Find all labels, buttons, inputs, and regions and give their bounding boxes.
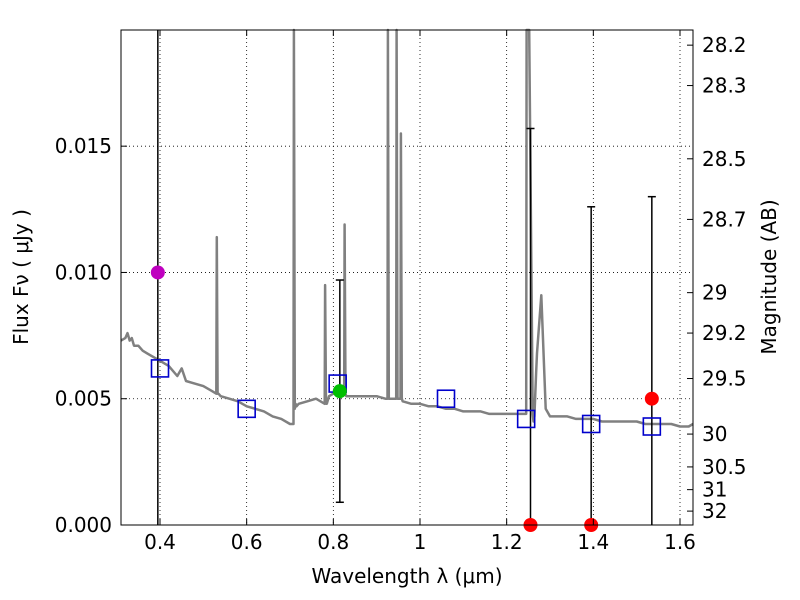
model-photometry-box — [642, 417, 662, 436]
magnitude-tick-label: 30.5 — [702, 455, 747, 479]
magnitude-tick-label: 28.7 — [702, 207, 747, 231]
tick-layer — [121, 30, 693, 526]
observed-flux-point — [644, 391, 659, 406]
magnitude-tick-label: 29.2 — [702, 321, 747, 345]
sed-model-line — [120, 28, 694, 428]
observed-flux-point — [332, 384, 347, 399]
magnitude-tick-label: 29 — [702, 281, 727, 305]
magnitude-tick-label: 28.3 — [702, 74, 747, 98]
y-tick-label: 0.005 — [55, 387, 112, 411]
x-axis-title: Wavelength λ (μm) — [311, 564, 502, 588]
y-tick-label: 0.015 — [55, 134, 112, 158]
magnitude-tick-label: 29.5 — [702, 367, 747, 391]
tick-label-layer: 0.4 0.6 0.8 1 1.2 1.4 1.6 0.000 0.005 0.010 0.015 2… — [55, 33, 747, 554]
model-photometry-box — [150, 359, 170, 378]
x-tick-label: 0.4 — [144, 530, 176, 554]
x-tick-label: 0.6 — [231, 530, 263, 554]
observed-flux-point — [150, 265, 165, 280]
magnitude-tick-label: 32 — [702, 499, 727, 523]
y-tick-label: 0.000 — [55, 513, 112, 537]
model-photometry-box — [516, 409, 536, 429]
x-tick-label: 0.8 — [317, 530, 349, 554]
x-tick-label: 1.2 — [491, 530, 523, 554]
sed-layer — [120, 28, 694, 428]
model-photometry-box — [436, 389, 456, 409]
x-tick-label: 1 — [414, 530, 427, 554]
x-tick-label: 1.6 — [664, 530, 696, 554]
y-tick-label: 0.010 — [55, 260, 112, 284]
errorbar-layer — [157, 30, 656, 525]
y-axis-title: Flux Fν ( μJy ) — [9, 209, 33, 345]
model-photometry-box — [581, 414, 601, 434]
plot-frame — [120, 29, 694, 526]
magnitude-tick-label: 28.5 — [702, 147, 747, 171]
y2-axis-title: Magnitude (AB) — [757, 199, 781, 354]
magnitude-tick-label: 28.2 — [702, 33, 747, 57]
magnitude-tick-label: 31 — [702, 478, 727, 502]
model-photometry-box — [237, 399, 256, 419]
x-tick-label: 1.4 — [577, 530, 609, 554]
magnitude-tick-label: 30 — [702, 422, 727, 446]
